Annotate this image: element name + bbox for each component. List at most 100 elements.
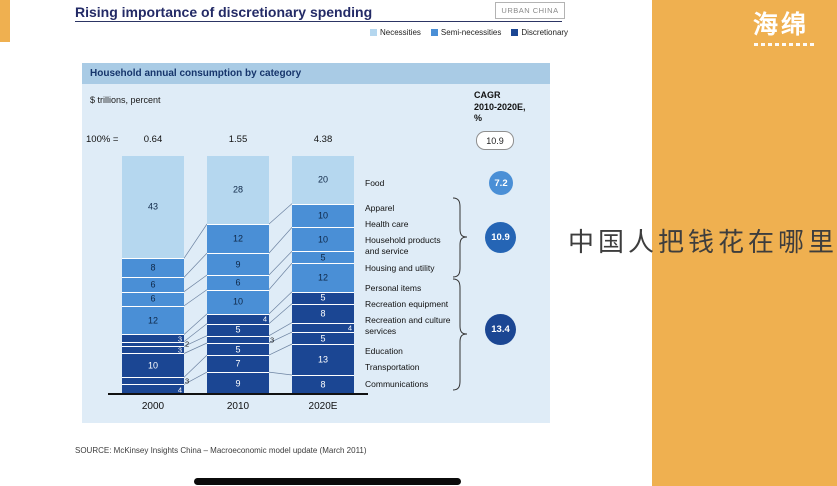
bar-segment: 20 bbox=[292, 156, 354, 204]
cagr-column-header: CAGR 2010-2020E, % bbox=[474, 90, 544, 125]
legend-label: Semi-necessities bbox=[440, 28, 502, 37]
stacked-bar-2000: 43 8 6 6 12 3 2 3 10 3 4 bbox=[122, 156, 189, 394]
bar-segment-value: 10 bbox=[147, 360, 158, 371]
bar-segment: 6 bbox=[122, 277, 184, 292]
bar-segment-value: 3 bbox=[177, 345, 182, 355]
bar-segment: 10 bbox=[122, 353, 184, 378]
cagr-badge-discretionary: 13.4 bbox=[485, 314, 516, 345]
bar-segment-value: 8 bbox=[320, 308, 326, 319]
bar-segment-value: 2 bbox=[185, 339, 190, 349]
category-label-health-care: Health care bbox=[365, 219, 409, 229]
legend-label: Discretionary bbox=[521, 28, 569, 37]
bar-segment-value: 8 bbox=[150, 262, 156, 273]
stacked-bar-2020e: 20 10 10 5 12 5 8 4 5 13 8 bbox=[292, 156, 354, 394]
bar-segment-value: 43 bbox=[147, 201, 158, 212]
base-100-label: 100% = bbox=[86, 134, 119, 145]
category-label-transportation: Transportation bbox=[365, 362, 420, 372]
bar-segment-value: 12 bbox=[317, 272, 328, 283]
bar-segment: 12 bbox=[122, 305, 184, 335]
bar-segment: 8 bbox=[292, 303, 354, 323]
bar-segment: 6 bbox=[207, 274, 269, 290]
bar-segment: 5 bbox=[292, 251, 354, 264]
bar-segment: 10 bbox=[207, 289, 269, 314]
cagr-header-line: % bbox=[474, 113, 483, 124]
bar-segment: 8 bbox=[122, 258, 184, 278]
bar-segment-value: 3 bbox=[177, 333, 182, 343]
bar-segment: 12 bbox=[292, 263, 354, 292]
bar-segment: 5 bbox=[292, 291, 354, 304]
chart-units-label: $ trillions, percent bbox=[90, 95, 161, 105]
bar-segment-value: 4 bbox=[177, 384, 182, 394]
bar-segment: 5 bbox=[207, 342, 269, 356]
bar-segment: 43 bbox=[122, 156, 184, 259]
bar-segment: 5 bbox=[207, 323, 269, 336]
bar-segment-value: 5 bbox=[235, 324, 241, 335]
bar-segment: 3 bbox=[122, 377, 189, 385]
axis-label-2010: 2010 bbox=[226, 401, 250, 412]
title-divider bbox=[75, 21, 562, 22]
category-label-communications: Communications bbox=[365, 379, 429, 389]
right-panel bbox=[652, 0, 837, 486]
bar-segment-value: 12 bbox=[232, 233, 243, 244]
bar-total-2020e: 4.38 bbox=[313, 134, 333, 145]
bar-segment-value: 6 bbox=[150, 279, 156, 290]
bar-segment: 2 bbox=[122, 341, 189, 348]
bar-segment-value: 9 bbox=[235, 259, 241, 270]
legend-item-discretionary: Discretionary bbox=[511, 28, 568, 37]
section-tag: URBAN CHINA bbox=[495, 2, 565, 19]
bar-segment: 4 bbox=[292, 322, 354, 333]
bar-segment-value: 5 bbox=[235, 344, 241, 355]
bar-segment: 9 bbox=[207, 372, 269, 394]
axis-label-2020e: 2020E bbox=[308, 401, 338, 412]
progress-indicator-bar bbox=[194, 478, 461, 485]
stacked-bar-2010: 28 12 9 6 10 4 5 3 5 7 9 bbox=[207, 156, 274, 394]
bar-segment-value: 5 bbox=[320, 292, 326, 303]
cagr-badge-semi-necessities: 10.9 bbox=[485, 222, 516, 253]
bar-segment: 12 bbox=[207, 224, 269, 254]
category-label-recreation-culture: Recreation and culture services bbox=[365, 315, 451, 337]
semi-necessities-swatch-icon bbox=[430, 29, 438, 36]
legend-item-necessities: Necessities bbox=[370, 28, 421, 37]
category-label-housing-utility: Housing and utility bbox=[365, 263, 435, 273]
overall-cagr-badge: 10.9 bbox=[476, 131, 514, 150]
category-label-recreation-equipment: Recreation equipment bbox=[365, 299, 449, 309]
bar-segment: 5 bbox=[292, 332, 354, 344]
category-label-apparel: Apparel bbox=[365, 203, 395, 213]
bar-segment-value: 13 bbox=[317, 354, 328, 365]
bracket-discretionary-group bbox=[453, 278, 468, 391]
legend-label: Necessities bbox=[380, 28, 421, 37]
chart-title-bar: Household annual consumption by category bbox=[82, 63, 550, 84]
bar-segment-value: 4 bbox=[262, 314, 267, 324]
cagr-header-line: CAGR bbox=[474, 90, 501, 100]
bar-segment-value: 9 bbox=[235, 378, 241, 389]
category-label-education: Education bbox=[365, 346, 403, 356]
headline-text: 中国人把钱花在哪里 bbox=[568, 228, 837, 258]
bar-segment-value: 5 bbox=[320, 252, 326, 263]
bar-segment-value: 7 bbox=[235, 358, 241, 369]
bar-segment: 4 bbox=[207, 313, 269, 324]
bar-segment-value: 12 bbox=[147, 315, 158, 326]
bar-segment-value: 6 bbox=[235, 277, 241, 288]
bar-segment: 4 bbox=[122, 384, 184, 394]
bar-segment-value: 6 bbox=[150, 293, 156, 304]
bar-segment: 10 bbox=[292, 227, 354, 252]
legend-item-semi-necessities: Semi-necessities bbox=[430, 28, 502, 37]
bar-segment: 10 bbox=[292, 203, 354, 228]
cagr-badge-food: 7.2 bbox=[489, 171, 513, 195]
bar-segment-value: 10 bbox=[317, 234, 328, 245]
chart-legend: Necessities Semi-necessities Discretiona… bbox=[370, 28, 568, 37]
bar-segment: 9 bbox=[207, 253, 269, 275]
x-axis-baseline bbox=[108, 393, 368, 395]
brand-logo-tagline bbox=[754, 42, 816, 46]
bar-segment: 28 bbox=[207, 156, 269, 224]
category-label-food: Food bbox=[365, 178, 385, 188]
bar-segment: 6 bbox=[122, 291, 184, 306]
bar-segment: 3 bbox=[122, 345, 184, 355]
bar-segment-value: 28 bbox=[232, 184, 243, 195]
bracket-semi-necessities-group bbox=[453, 197, 468, 278]
corner-accent bbox=[0, 0, 10, 42]
bar-segment-value: 3 bbox=[270, 335, 275, 345]
cagr-header-line: 2010-2020E, bbox=[474, 101, 526, 112]
bar-segment: 7 bbox=[207, 355, 269, 373]
